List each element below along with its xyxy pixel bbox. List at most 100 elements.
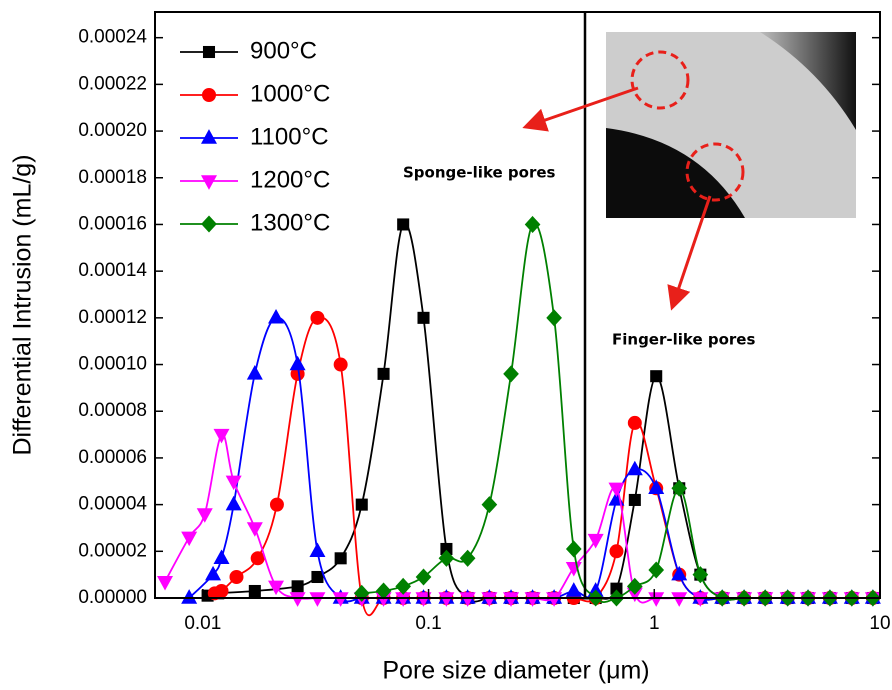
series-line [207,222,873,603]
y-tick-label: 0.00000 [78,587,147,608]
marker [181,589,198,604]
marker [546,592,563,607]
marker [565,582,582,597]
marker [671,479,688,497]
marker [417,311,430,324]
marker [481,592,498,607]
marker [692,566,709,584]
marker [587,533,604,549]
y-tick-label: 0.00016 [78,213,147,234]
y-tick-label: 0.00014 [78,260,147,281]
inset-image [606,32,856,218]
marker [196,508,213,523]
marker [565,540,582,558]
marker [671,592,688,607]
legend-marker [201,175,217,190]
y-tick-label: 0.00022 [78,73,147,94]
y-tick-label: 0.00024 [78,27,147,48]
marker [503,592,520,607]
marker [181,531,198,547]
inset-shadow [760,32,856,130]
marker [229,569,244,584]
marker [213,428,230,444]
marker [333,357,348,372]
legend-label: 1100°C [250,123,329,150]
annotation: Finger-like pores [612,331,755,349]
marker [438,592,455,607]
plot-area [157,215,881,617]
legend-label: 1200°C [250,166,330,193]
y-tick-label: 0.00006 [78,447,147,468]
marker [309,592,326,607]
legend-marker [201,215,217,233]
x-axis-title: Pore size diameter (μm) [382,657,649,685]
marker [205,565,222,581]
y-tick-label: 0.00002 [78,540,147,561]
marker [291,580,304,593]
marker [415,568,432,586]
marker [268,309,285,324]
series-line [214,316,873,617]
marker [648,479,665,494]
marker [225,475,242,491]
y-tick-label: 0.00018 [78,167,147,188]
marker [671,565,688,581]
marker [250,551,265,566]
y-tick-label: 0.00004 [78,494,147,515]
marker [609,544,624,559]
marker [246,365,263,380]
y-tick-label: 0.00008 [78,400,147,421]
y-tick-label: 0.00010 [78,354,147,375]
marker [309,542,326,558]
marker [248,584,261,598]
legend-label: 900°C [250,37,317,64]
arrow [522,86,639,132]
marker [459,549,476,567]
marker [546,309,562,327]
x-tick-label: 0.1 [415,613,441,634]
series-line [164,433,873,604]
series-line [188,316,873,603]
marker [353,584,370,602]
marker [481,496,498,514]
marker [692,592,709,607]
marker [332,592,349,607]
legend-marker [201,129,217,144]
marker [608,482,625,498]
marker [503,365,519,383]
marker [438,549,455,567]
x-tick-label: 0.01 [184,613,221,634]
inset-core [606,128,745,218]
marker [459,592,476,607]
y-axis-title: Differential Intrusion (mL/g) [9,154,37,455]
marker [269,497,284,512]
marker [648,592,665,607]
y-tick-label: 0.00012 [78,307,147,328]
marker [268,580,285,596]
highlight-circle [630,50,690,110]
marker [650,370,663,383]
y-tick-label: 0.00020 [78,120,147,141]
marker [225,495,242,511]
legend-marker [202,45,216,59]
marker [626,577,643,595]
marker [626,460,643,476]
x-tick-label: 10 [869,613,890,634]
marker [310,310,325,325]
marker [289,355,306,371]
marker [627,415,642,430]
plot-frame [154,11,881,599]
marker [334,552,347,565]
legend-label: 1000°C [250,80,330,107]
marker [524,592,541,607]
marker [395,577,412,595]
marker [355,498,368,511]
legend-label: 1300°C [250,209,330,236]
marker [157,575,174,591]
marker [213,549,230,565]
marker [214,583,229,598]
marker [289,592,306,607]
marker [397,218,410,231]
marker [415,592,432,607]
